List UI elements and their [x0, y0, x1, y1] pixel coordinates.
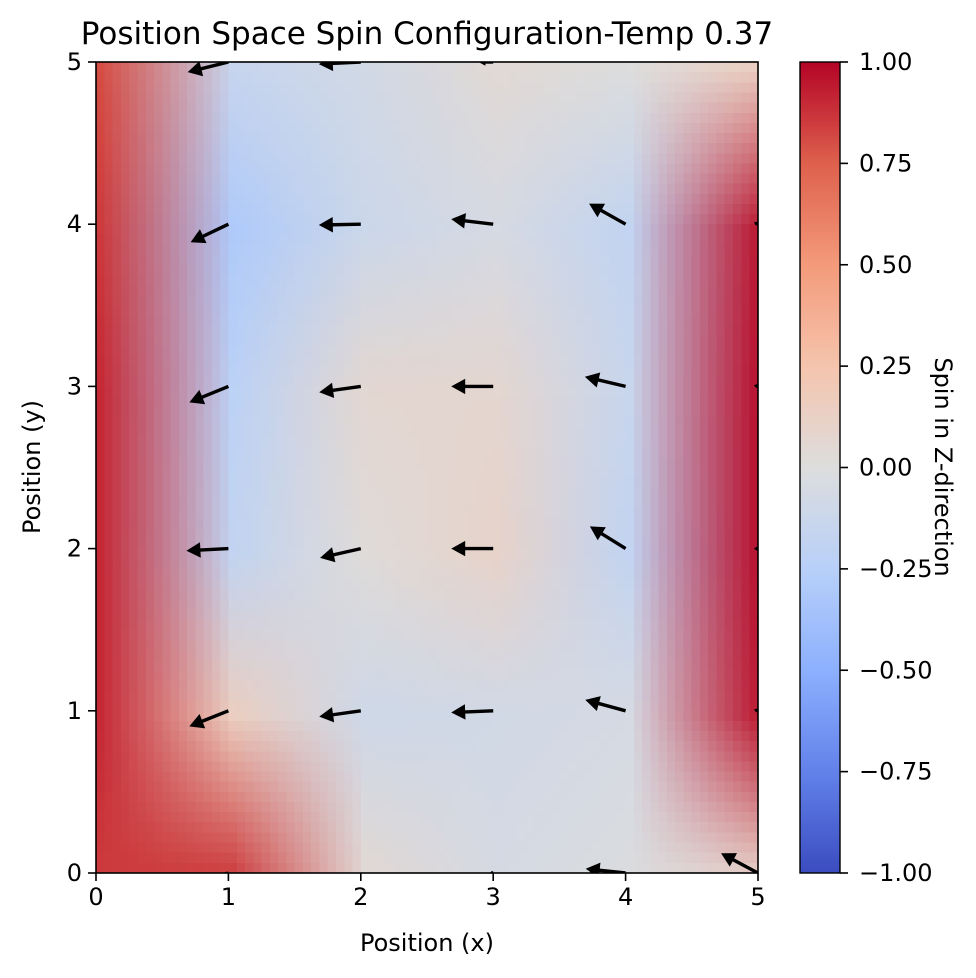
- x-tick-label: 0: [88, 883, 103, 911]
- y-axis: 0 1 2 3 4 5: [67, 48, 96, 887]
- colorbar: 1.00 0.75 0.50 0.25 0.00 −0.25 −0.50 −0.75 −1.00…: [799, 48, 957, 887]
- y-tick-label: 3: [67, 372, 82, 400]
- y-tick-label: 4: [67, 210, 82, 238]
- spin-arrow-head: [319, 707, 335, 723]
- spin-arrow-head: [753, 546, 758, 551]
- spin-arrow-head: [318, 217, 333, 233]
- spin-arrow-head: [451, 378, 466, 395]
- spin-arrow-head: [585, 696, 601, 711]
- spin-arrow-head: [451, 213, 467, 229]
- spin-arrow: [478, 62, 494, 66]
- spin-arrow: [589, 203, 627, 226]
- x-tick-label: 1: [221, 883, 236, 911]
- x-tick-label: 5: [750, 883, 765, 911]
- spin-arrow-head: [585, 862, 601, 873]
- spin-arrow-head: [721, 853, 738, 867]
- colorbar-tick-label: 0.75: [859, 149, 912, 177]
- spin-arrow: [451, 213, 494, 229]
- spin-arrow: [318, 217, 361, 233]
- heatmap-field: [96, 62, 758, 873]
- x-axis-label: Position (x): [360, 929, 494, 957]
- chart-title: Position Space Spin Configuration-Temp 0…: [81, 16, 773, 52]
- spin-arrow-head: [584, 372, 601, 388]
- x-tick-label: 2: [353, 883, 368, 911]
- spin-arrow-head: [753, 221, 758, 226]
- spin-arrow: [721, 853, 758, 873]
- spin-arrow-head: [318, 62, 334, 72]
- spin-arrow-head: [589, 526, 606, 541]
- spin-arrow: [186, 542, 229, 558]
- spin-arrow-head: [753, 384, 758, 388]
- colorbar-ticks: 1.00 0.75 0.50 0.25 0.00 −0.25 −0.50 −0.75 −1.00: [840, 48, 933, 887]
- colorbar-gradient: [800, 62, 840, 873]
- spin-arrow: [451, 378, 494, 395]
- colorbar-tick-label: −0.75: [859, 758, 933, 786]
- spin-arrow: [189, 384, 230, 405]
- plot-area: [95, 61, 759, 874]
- spin-arrow-shaft: [196, 709, 230, 725]
- colorbar-tick-label: −1.00: [859, 859, 933, 887]
- quiver-layer: [186, 62, 758, 873]
- plot-frame: [95, 61, 759, 874]
- spin-arrow: [589, 526, 627, 551]
- y-axis-label: Position (y): [18, 400, 46, 534]
- y-tick-label: 1: [67, 697, 82, 725]
- spin-arrow-head: [186, 542, 201, 558]
- spin-arrow: [584, 372, 626, 389]
- spin-arrow-head: [189, 389, 206, 405]
- spin-arrow-shaft: [596, 529, 627, 551]
- colorbar-tick-label: 0.50: [859, 251, 912, 279]
- x-tick-label: 4: [618, 883, 633, 911]
- colorbar-tick-label: −0.50: [859, 656, 933, 684]
- spin-arrow-shaft: [459, 218, 494, 226]
- colorbar-tick-label: −0.25: [859, 555, 933, 583]
- spin-arrow: [451, 704, 494, 720]
- spin-arrow-shaft: [196, 384, 230, 401]
- x-axis: 0 1 2 3 4 5: [88, 873, 766, 911]
- spin-arrow-head: [589, 203, 606, 218]
- spin-arrow: [190, 222, 230, 244]
- colorbar-label: Spin in Z-direction: [929, 357, 957, 576]
- spin-arrow-head: [190, 229, 207, 244]
- colorbar-tick-label: 1.00: [859, 48, 912, 76]
- y-tick-label: 5: [67, 48, 82, 76]
- spin-arrow: [319, 707, 362, 723]
- spin-arrow: [451, 540, 494, 557]
- x-tick-label: 3: [486, 883, 501, 911]
- spin-arrow: [319, 382, 362, 398]
- spin-arrow-shaft: [327, 222, 361, 227]
- spin-arrow: [320, 546, 362, 563]
- spin-arrow-head: [753, 708, 758, 713]
- spin-arrow-head: [451, 704, 466, 720]
- y-tick-label: 2: [67, 535, 82, 563]
- spin-arrow: [585, 696, 627, 713]
- spin-arrow-head: [320, 547, 336, 563]
- spin-arrow: [189, 709, 230, 729]
- spin-arrow-head: [189, 714, 206, 729]
- spin-arrow: [187, 62, 229, 77]
- spin-arrow-head: [478, 62, 486, 66]
- colorbar-tick-label: 0.00: [859, 454, 912, 482]
- spin-arrow-head: [319, 382, 335, 398]
- spin-arrow-head: [187, 62, 204, 77]
- colorbar-tick-label: 0.25: [859, 352, 912, 380]
- spin-arrow-shaft: [459, 709, 494, 714]
- spin-arrow-head: [451, 540, 466, 557]
- spin-arrow-shaft: [194, 546, 229, 552]
- y-tick-label: 0: [67, 859, 82, 887]
